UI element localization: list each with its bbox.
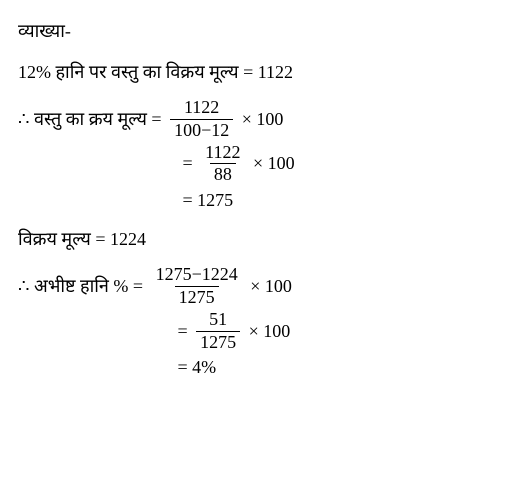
rhs: × 100 [244, 318, 290, 345]
cost-price-eq-1: ∴ वस्तु का क्रय मूल्य = 1122 100−12 × 10… [18, 98, 494, 141]
result-value: = 1275 [178, 187, 233, 214]
loss-pct-eq-1: ∴ अभीष्ट हानि % = 1275−1224 1275 × 100 [18, 265, 494, 308]
numerator: 1275−1224 [152, 265, 242, 286]
rhs: × 100 [249, 150, 295, 177]
rhs: × 100 [246, 273, 292, 300]
lhs: ∴ अभीष्ट हानि % = [18, 273, 148, 300]
given-line: 12% हानि पर वस्तु का विक्रय मूल्य = 1122 [18, 59, 494, 86]
fraction: 1122 100−12 [170, 98, 233, 141]
rhs: × 100 [237, 106, 283, 133]
equals-sign: = [173, 318, 192, 345]
denominator: 88 [210, 163, 236, 185]
numerator: 1122 [180, 98, 223, 119]
title: व्याख्या- [18, 18, 494, 45]
selling-price-line: विक्रय मूल्य = 1224 [18, 226, 494, 253]
loss-pct-eq-2: = 51 1275 × 100 [18, 310, 494, 353]
equals-sign: = [178, 150, 197, 177]
denominator: 100−12 [170, 119, 233, 141]
result-value: = 4% [173, 354, 216, 381]
loss-pct-result: = 4% [18, 354, 494, 381]
lhs: ∴ वस्तु का क्रय मूल्य = [18, 106, 166, 133]
cost-price-result: = 1275 [18, 187, 494, 214]
numerator: 1122 [201, 143, 244, 164]
fraction: 1275−1224 1275 [152, 265, 242, 308]
fraction: 51 1275 [196, 310, 240, 353]
cost-price-eq-2: = 1122 88 × 100 [18, 143, 494, 186]
numerator: 51 [205, 310, 231, 331]
fraction: 1122 88 [201, 143, 244, 186]
denominator: 1275 [196, 331, 240, 353]
denominator: 1275 [175, 286, 219, 308]
